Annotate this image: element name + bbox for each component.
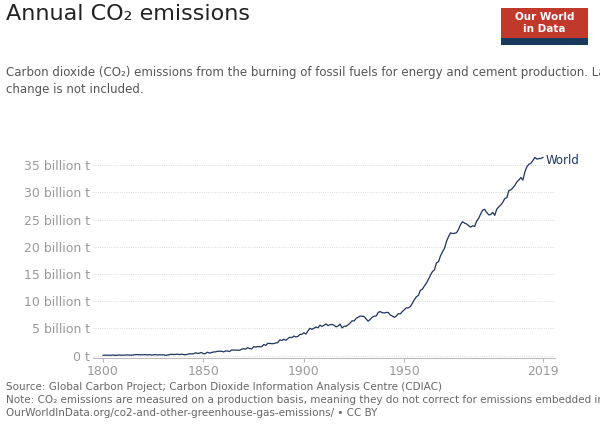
Text: Annual CO₂ emissions: Annual CO₂ emissions	[6, 4, 250, 24]
Text: Source: Global Carbon Project; Carbon Dioxide Information Analysis Centre (CDIAC: Source: Global Carbon Project; Carbon Di…	[6, 382, 600, 418]
Text: Carbon dioxide (CO₂) emissions from the burning of fossil fuels for energy and c: Carbon dioxide (CO₂) emissions from the …	[6, 66, 600, 96]
Text: Our World
in Data: Our World in Data	[515, 12, 574, 34]
Text: World: World	[546, 153, 580, 167]
